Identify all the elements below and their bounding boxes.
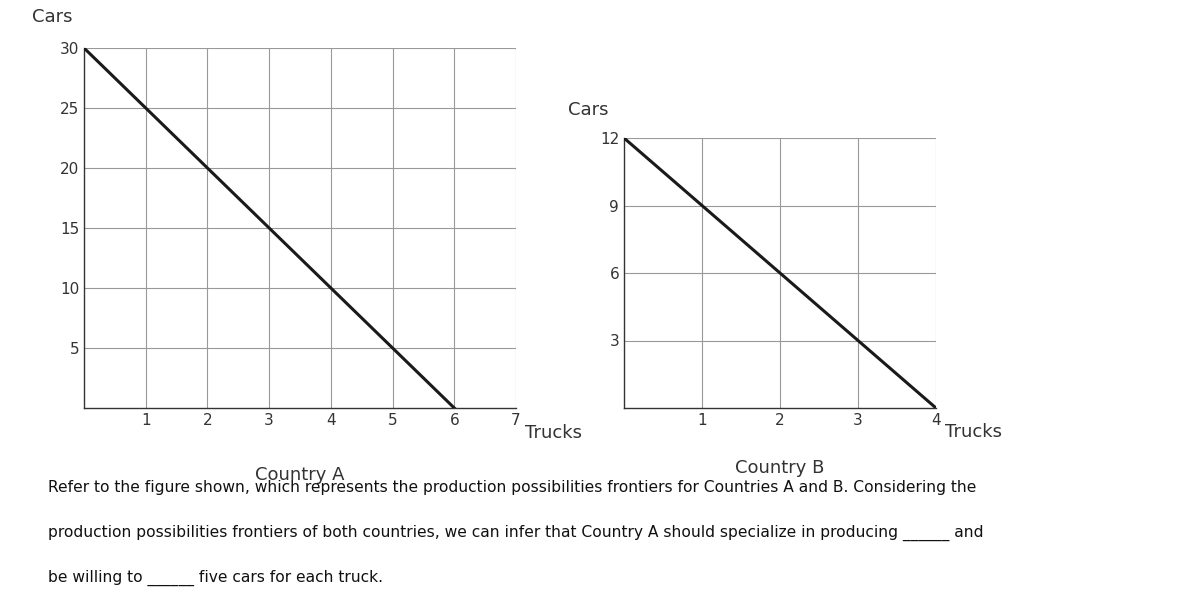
- Text: Trucks: Trucks: [524, 424, 582, 442]
- Text: Trucks: Trucks: [946, 424, 1002, 442]
- Text: be willing to ______ five cars for each truck.: be willing to ______ five cars for each …: [48, 570, 383, 586]
- Text: Refer to the figure shown, which represents the production possibilities frontie: Refer to the figure shown, which represe…: [48, 480, 977, 495]
- Text: Country B: Country B: [736, 460, 824, 478]
- Text: production possibilities frontiers of both countries, we can infer that Country : production possibilities frontiers of bo…: [48, 525, 984, 541]
- Text: Cars: Cars: [32, 8, 73, 26]
- Text: Cars: Cars: [568, 101, 608, 119]
- Text: Country A: Country A: [256, 466, 344, 484]
